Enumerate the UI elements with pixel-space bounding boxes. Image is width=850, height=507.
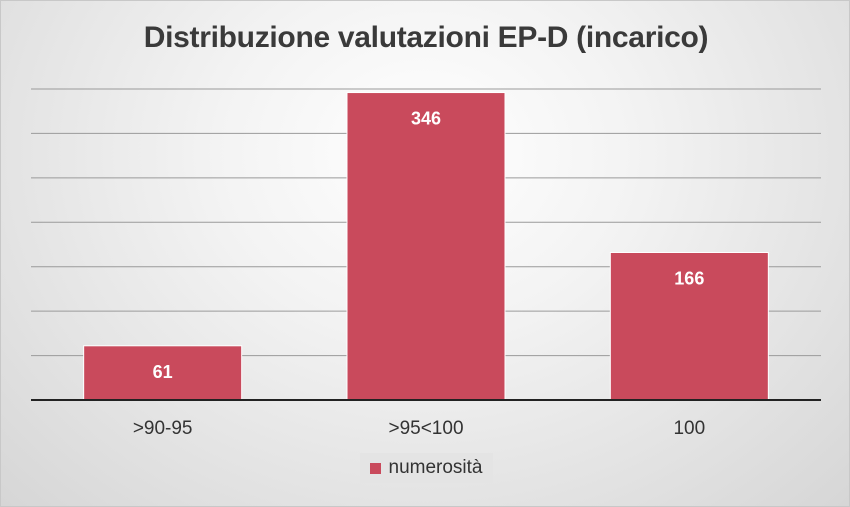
x-tick-label: 100 [673, 418, 705, 439]
legend-item: numerosità [359, 453, 493, 483]
legend-label: numerosità [388, 457, 483, 478]
x-tick-label: >90-95 [133, 418, 193, 439]
x-tick-label: >95<100 [388, 418, 463, 439]
chart-title: Distribuzione valutazioni EP-D (incarico… [143, 21, 709, 54]
bar [609, 251, 769, 401]
bar [83, 345, 243, 401]
bar [346, 92, 506, 401]
data-label: 61 [153, 362, 173, 382]
legend: numerosità [1, 453, 849, 483]
legend-swatch [369, 462, 381, 474]
data-label: 166 [674, 268, 704, 288]
data-label: 346 [411, 109, 441, 129]
